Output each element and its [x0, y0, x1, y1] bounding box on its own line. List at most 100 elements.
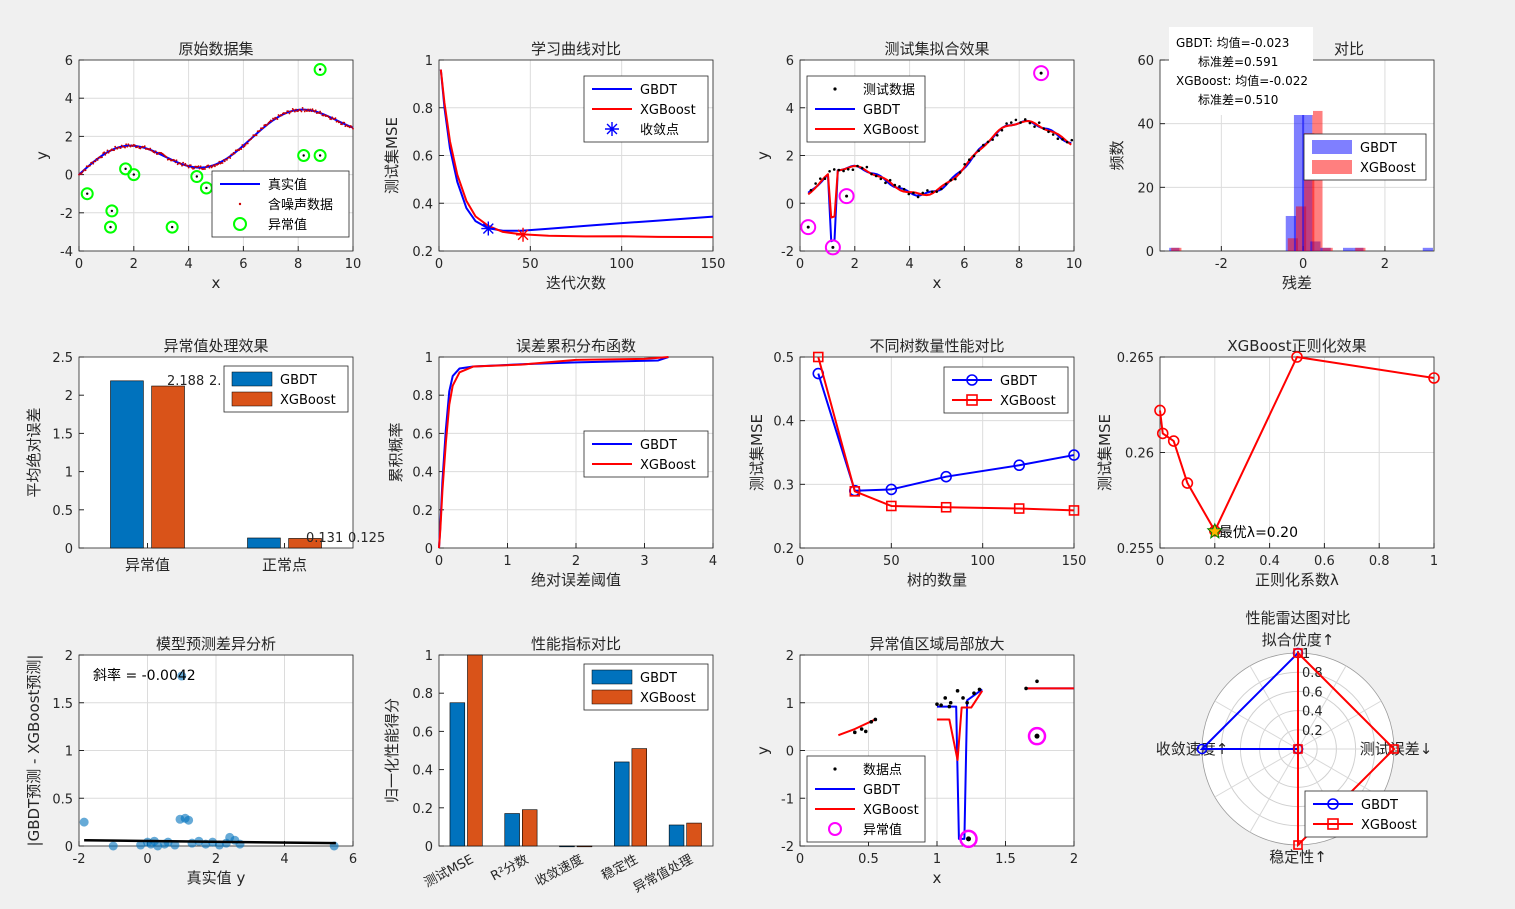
test-point	[1014, 118, 1018, 122]
x-tick-label: 8	[1015, 257, 1023, 272]
noisy-point	[149, 147, 152, 150]
test-point	[874, 174, 878, 178]
noisy-point	[351, 126, 353, 129]
radar-spoke	[1249, 665, 1299, 750]
x-axis-label: 真实值 y	[187, 869, 246, 887]
y-axis-label: 归一化性能得分	[383, 698, 401, 803]
chart-p11: 0 0.5 1 1.5 2 -2 -1 0 1 2 异常值区域局部放大 x y 数据点 GBDT XGBoos…	[754, 635, 1078, 887]
test-point	[865, 165, 869, 169]
x-tick-label: 0	[796, 852, 804, 867]
noisy-point	[267, 121, 270, 124]
noisy-point	[287, 110, 290, 113]
noisy-point	[345, 123, 348, 126]
noisy-point	[182, 161, 185, 164]
y-tick-label: 2	[65, 649, 73, 664]
noisy-point	[318, 112, 320, 114]
noisy-point	[101, 156, 103, 159]
legend-swatch	[1313, 818, 1353, 830]
x-tick-label: 8	[294, 257, 302, 272]
hist-bar-gbdt	[1293, 110, 1305, 251]
y-tick-label: 0.2	[412, 802, 433, 817]
noisy-point	[241, 144, 244, 146]
noisy-point	[165, 156, 168, 159]
data-point	[863, 729, 868, 734]
stats-line: 标准差=0.591	[1198, 55, 1278, 69]
legend-entry: 异常值	[268, 217, 307, 233]
noisy-point	[288, 112, 291, 115]
data-marker	[885, 483, 898, 496]
y-tick-label: -1	[781, 792, 794, 807]
hist-bar-xgboost	[1295, 206, 1307, 251]
xgboost-line	[937, 690, 984, 762]
test-point	[902, 187, 906, 191]
noisy-point	[190, 166, 193, 169]
test-point	[907, 192, 911, 196]
test-point	[1033, 125, 1036, 129]
hist-bar-xgboost	[1304, 133, 1315, 251]
legend-swatch	[231, 371, 273, 387]
y-tick-label: 0	[425, 840, 433, 855]
y-tick-label: 0.6	[412, 427, 433, 442]
legend-entry: 真实值	[268, 177, 307, 193]
legend: GBDT XGBoost 收敛点	[583, 75, 709, 143]
noisy-point	[314, 109, 317, 112]
legend-patch	[1312, 140, 1352, 154]
chart-title: 学习曲线对比	[531, 40, 621, 58]
x-axis-label: x	[933, 869, 942, 887]
y-tick-label: 0	[65, 542, 73, 557]
noisy-point	[209, 165, 212, 168]
noisy-point	[348, 126, 351, 129]
y-tick-label: 0.5	[52, 504, 73, 519]
stats-line: GBDT: 均值=-0.023	[1176, 35, 1289, 50]
noisy-point	[238, 149, 240, 152]
data-point	[1035, 679, 1039, 684]
y-axis-label: 频数	[1108, 140, 1126, 170]
chart-title: 异常值处理效果	[163, 337, 268, 355]
xgboost-line	[1159, 356, 1435, 532]
data-marker	[940, 470, 952, 483]
outlier-point	[124, 167, 127, 171]
noisy-point	[113, 149, 115, 152]
noisy-point	[80, 173, 83, 175]
legend-swatch	[833, 87, 837, 91]
legend: 测试数据 GBDT XGBoost	[806, 75, 926, 143]
star-marker	[481, 221, 496, 236]
hist-bar-gbdt	[1422, 247, 1433, 251]
legend-entry: XGBoost	[863, 803, 919, 818]
test-point	[972, 154, 976, 158]
radar-spoke	[1249, 748, 1299, 833]
chart-title: 对比	[1334, 40, 1364, 58]
noisy-point	[295, 108, 297, 111]
noisy-point	[251, 136, 254, 139]
diff-point	[184, 815, 194, 825]
outlier-point	[1034, 733, 1040, 739]
chart-p8: 0 0.2 0.4 0.6 0.8 1 0.255 0.26 0.265 XGBoost正则化效果…	[1096, 337, 1440, 589]
noisy-point	[119, 147, 122, 150]
noisy-point	[306, 110, 308, 112]
outlier-marker	[1033, 65, 1050, 82]
test-point	[823, 177, 827, 181]
x-axis-label: 残差	[1282, 274, 1312, 292]
noisy-point	[127, 143, 130, 146]
category-label: 正常点	[262, 556, 307, 574]
y-tick-label: 0.5	[773, 351, 794, 366]
data-marker	[940, 501, 952, 513]
test-point	[828, 169, 831, 173]
y-tick-label: 1	[786, 697, 794, 712]
noisy-point	[116, 147, 119, 150]
y-axis-label: 平均绝对误差	[25, 407, 43, 497]
noisy-point	[262, 127, 265, 130]
diff-point	[170, 840, 180, 850]
noisy-point	[319, 110, 322, 113]
x-tick-label: 0	[435, 554, 443, 569]
category-label: 稳定性	[599, 851, 641, 883]
test-point	[1051, 133, 1055, 136]
noisy-point	[96, 159, 99, 161]
category-label: 测试MSE	[422, 852, 476, 890]
y-tick-label: 0.4	[412, 466, 433, 481]
y-axis-label: |GBDT预测 - XGBoost预测|	[25, 655, 43, 847]
test-point	[846, 167, 850, 171]
test-point	[995, 133, 999, 137]
chart-title: 误差累积分布函数	[516, 337, 636, 355]
